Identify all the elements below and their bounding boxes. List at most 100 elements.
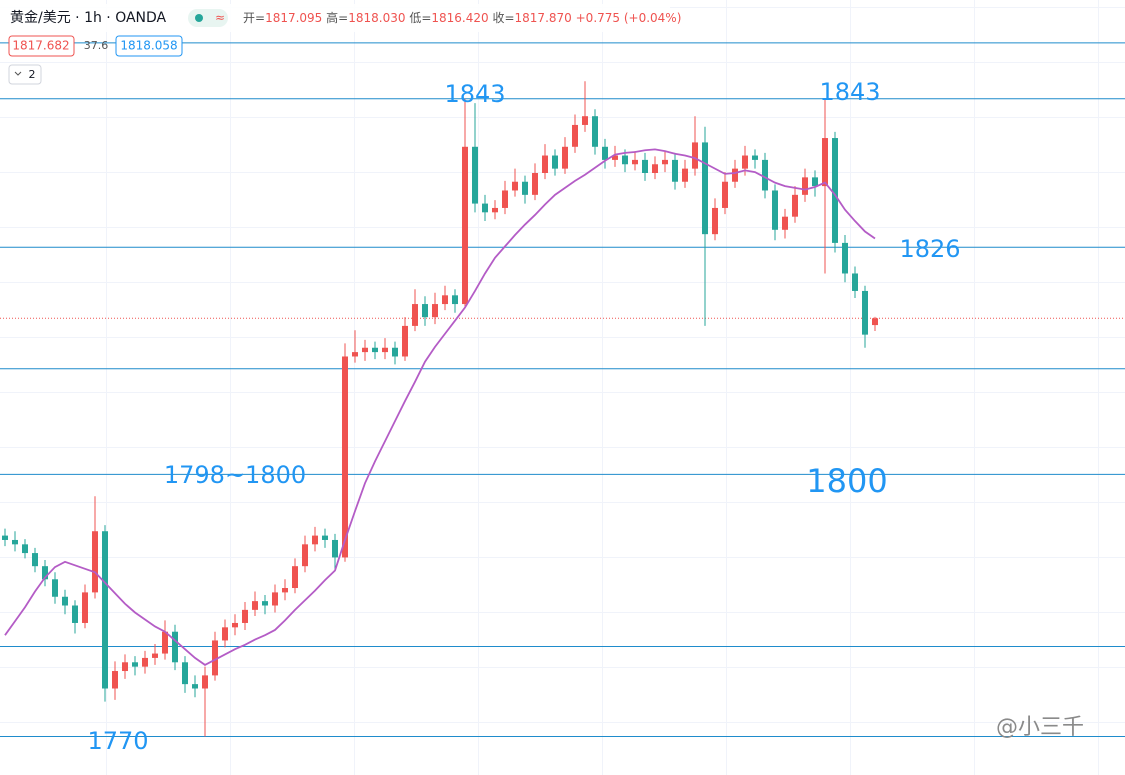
candle-body xyxy=(572,124,578,147)
plot: 1843 1843 1826 1798~1800 1800 1770 xyxy=(0,42,1125,755)
candle-body xyxy=(302,544,308,567)
candle-body xyxy=(352,352,358,357)
status-dot xyxy=(195,14,203,22)
candle-body xyxy=(202,675,208,689)
indicator-toggle[interactable] xyxy=(8,64,42,85)
candle-body xyxy=(232,622,238,628)
candle-body xyxy=(602,146,608,160)
candle-body xyxy=(372,347,378,353)
candle-body xyxy=(612,155,618,160)
candle-body xyxy=(182,662,188,685)
candle-body xyxy=(502,190,508,208)
candle-body xyxy=(262,601,268,606)
candle-body xyxy=(122,662,128,672)
candle-body xyxy=(652,164,658,173)
candle-body xyxy=(742,155,748,169)
candle-body xyxy=(2,535,8,540)
candle-body xyxy=(532,172,538,195)
moving-average xyxy=(4,148,876,666)
ohlc-label: 高= xyxy=(326,10,348,25)
ohlc-value: 1818.030 xyxy=(348,11,405,25)
symbol[interactable]: 黄金/美元 · 1h · OANDA xyxy=(10,9,167,26)
annotation: 1800 xyxy=(806,462,887,500)
candle-body xyxy=(142,657,148,667)
ask: 1818.058 xyxy=(120,39,177,53)
ask-box[interactable] xyxy=(115,35,183,57)
status-icon: ≈ xyxy=(215,11,225,25)
candle-body xyxy=(462,146,468,305)
candle-body xyxy=(732,168,738,182)
candle-body xyxy=(412,304,418,326)
candle-body xyxy=(102,531,108,689)
candle-body xyxy=(632,159,638,165)
annotation: 1843 xyxy=(444,80,505,108)
annotation: 1843 xyxy=(819,78,880,106)
candle-body xyxy=(812,177,818,187)
candle-body xyxy=(62,596,68,606)
candle-body xyxy=(552,155,558,169)
ohlc-value: 1816.420 xyxy=(431,11,488,25)
chevron xyxy=(14,71,22,76)
candle-body xyxy=(82,592,88,623)
candle-body xyxy=(362,347,368,353)
candle-body xyxy=(252,601,258,610)
candle-body xyxy=(402,325,408,357)
candle-body xyxy=(662,159,668,165)
candle-body xyxy=(842,242,848,274)
candle-body xyxy=(312,535,318,545)
candle-body xyxy=(222,627,228,641)
candle-body xyxy=(192,684,198,689)
spread: 37.6 xyxy=(84,39,109,52)
watermark: @小三千 xyxy=(996,715,1084,740)
candle-body xyxy=(52,579,58,597)
ohlc-label: 低= xyxy=(409,11,431,25)
annotation: 1826 xyxy=(899,235,960,263)
candle-body xyxy=(702,142,708,235)
candle-body xyxy=(852,273,858,291)
candle-body xyxy=(332,539,338,558)
candle-body xyxy=(392,347,398,357)
candle-body xyxy=(282,588,288,593)
candle-body xyxy=(522,181,528,195)
header: 黄金/美元 · 1h · OANDA ≈ 开=1817.095 高=1818.0… xyxy=(0,4,681,85)
candle-body xyxy=(562,146,568,169)
candle-body xyxy=(642,159,648,173)
bid-box[interactable] xyxy=(8,35,75,57)
candle-body xyxy=(132,662,138,667)
candle-body xyxy=(862,290,868,335)
ohlc-value: 1817.870 xyxy=(515,11,572,25)
candle-body xyxy=(492,207,498,213)
candle-body xyxy=(682,168,688,182)
indicator-count: 2 xyxy=(29,68,36,81)
candle-body xyxy=(212,640,218,676)
candle-body xyxy=(432,304,438,318)
candle-body xyxy=(342,356,348,558)
candle-body xyxy=(272,592,278,606)
candle-body xyxy=(792,194,798,217)
candle-body xyxy=(292,566,298,589)
change: +0.775 (+0.04%) xyxy=(576,11,682,25)
candle-body xyxy=(692,142,698,169)
candle-body xyxy=(152,653,158,658)
candle-body xyxy=(832,138,838,243)
candle-body xyxy=(802,177,808,195)
candle-body xyxy=(442,295,448,305)
candle-body xyxy=(482,203,488,213)
candle-body xyxy=(242,609,248,623)
candle-body xyxy=(382,347,388,353)
candle-body xyxy=(32,553,38,567)
header-bg xyxy=(0,4,670,32)
candle-body xyxy=(822,138,828,187)
ohlc-label: 收= xyxy=(492,11,514,25)
status-badge[interactable] xyxy=(188,9,228,27)
candle-body xyxy=(322,535,328,540)
candle-body xyxy=(172,631,178,663)
ohlc: 开=1817.095 高=1818.030 低=1816.420 收=1817.… xyxy=(243,10,681,25)
candle-body xyxy=(12,539,18,545)
candle-body xyxy=(72,605,78,623)
candle-body xyxy=(542,155,548,173)
candle-body xyxy=(112,671,118,689)
candle-body xyxy=(622,155,628,165)
